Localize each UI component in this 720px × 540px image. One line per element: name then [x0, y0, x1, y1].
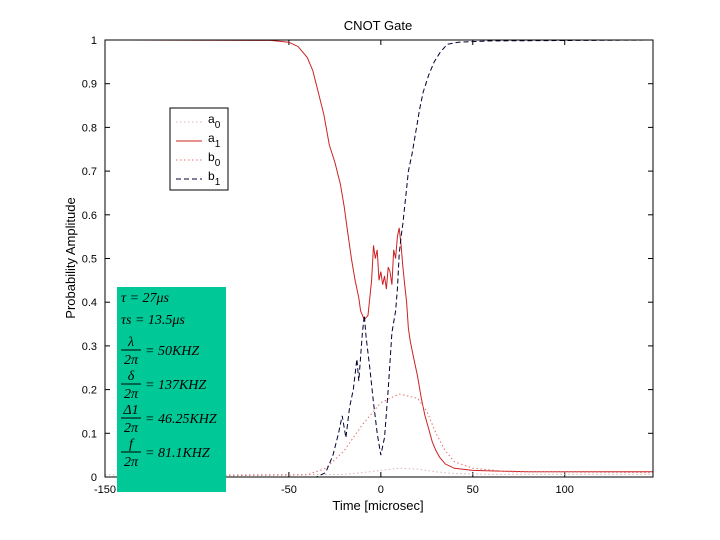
parameter-value: = 46.25KHZ: [145, 412, 217, 427]
y-tick-label: 0.3: [82, 341, 97, 353]
series-line-b1: [105, 39, 654, 478]
y-tick-label: 0.8: [82, 122, 97, 134]
parameter-value: = 50KHZ: [145, 344, 199, 359]
legend-label-a0: a0: [208, 112, 221, 131]
series-line-a1: [104, 39, 653, 473]
x-tick-label: -150: [94, 484, 116, 496]
parameter-numerator: λ: [127, 335, 134, 350]
x-tick-label: 0: [378, 484, 384, 496]
parameter-denominator: 2π: [124, 387, 139, 402]
parameter-numerator: f: [129, 437, 135, 452]
axis-ticks: 0 0.1 0.2 0.3 0.4 0.5 0.6 0.7 0.8 0.9 1 -150 -50 0 50 1…: [82, 35, 653, 496]
legend-label-a1: a1: [208, 131, 221, 150]
x-tick-label: 50: [467, 484, 479, 496]
y-tick-label: 0.2: [82, 385, 97, 397]
y-tick-label: 0: [91, 472, 97, 484]
y-tick-label: 0.5: [82, 254, 97, 266]
y-tick-label: 0.6: [82, 210, 97, 222]
legend-box: [169, 107, 229, 191]
x-axis-label: Time [microsec]: [332, 498, 423, 513]
parameter-denominator: 2π: [124, 455, 139, 470]
parameter-box-bg: [117, 287, 226, 492]
parameter-denominator: 2π: [124, 353, 139, 368]
y-tick-label: 0.9: [82, 79, 97, 91]
parameter-value: = 137KHZ: [145, 378, 206, 393]
parameter-numerator: Δ1: [122, 403, 138, 418]
legend-label-b1: b1: [208, 169, 221, 188]
y-tick-label: 0.1: [82, 428, 97, 440]
y-tick-label: 0.7: [82, 166, 97, 178]
x-tick-label: -50: [281, 484, 297, 496]
legend-label-b0: b0: [208, 150, 221, 169]
y-tick-label: 0.4: [82, 297, 97, 309]
x-tick-label: 100: [556, 484, 574, 496]
parameter-numerator: δ: [128, 369, 135, 384]
series-line-a0: [104, 467, 653, 476]
y-axis-label: Probability Amplitude: [63, 197, 78, 318]
parameter-denominator: 2π: [124, 421, 139, 436]
axes-frame: [104, 39, 654, 478]
chart-title: CNOT Gate: [344, 18, 412, 33]
parameter-line: τs = 13.5μs: [121, 313, 185, 328]
parameter-value: = 81.1KHZ: [145, 446, 210, 461]
series-lines: [104, 39, 654, 478]
y-tick-label: 1: [91, 35, 97, 47]
parameter-line: τ = 27μs: [121, 291, 169, 306]
